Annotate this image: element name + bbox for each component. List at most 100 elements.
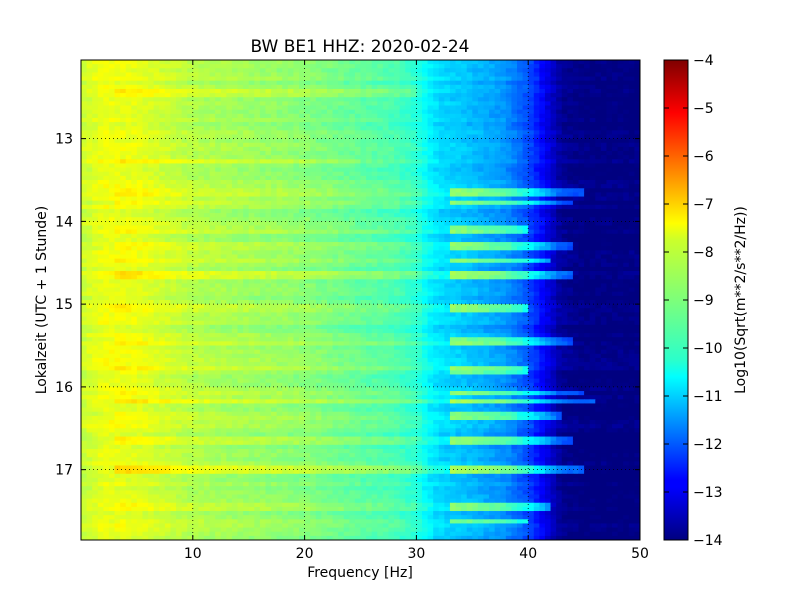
heatmap-cell bbox=[595, 196, 602, 202]
heatmap-cell bbox=[427, 113, 434, 119]
heatmap-cell bbox=[265, 213, 272, 218]
heatmap-cell bbox=[489, 76, 496, 82]
heatmap-cell bbox=[237, 175, 244, 181]
heatmap-cell bbox=[321, 213, 328, 218]
heatmap-cell bbox=[517, 76, 524, 82]
heatmap-cell bbox=[287, 146, 295, 152]
heatmap-cell bbox=[310, 167, 317, 173]
heatmap-cell bbox=[628, 200, 636, 206]
heatmap-cell bbox=[354, 101, 362, 107]
heatmap-cell bbox=[86, 225, 93, 231]
heatmap-cell bbox=[131, 196, 138, 202]
heatmap-cell bbox=[595, 229, 602, 235]
heatmap-cell bbox=[494, 221, 501, 227]
heatmap-cell bbox=[97, 68, 104, 74]
heatmap-cell bbox=[533, 109, 540, 115]
heatmap-cell bbox=[444, 80, 451, 86]
heatmap-cell bbox=[550, 60, 557, 65]
heatmap-cell bbox=[410, 146, 417, 152]
heatmap-cell bbox=[120, 184, 127, 189]
heatmap-cell bbox=[125, 208, 132, 214]
heatmap-cell bbox=[114, 171, 121, 177]
heatmap-cell bbox=[600, 229, 608, 235]
heatmap-cell bbox=[366, 151, 373, 156]
heatmap-cell bbox=[606, 180, 613, 185]
heatmap-cell bbox=[561, 88, 568, 94]
heatmap-cell bbox=[220, 142, 227, 148]
heatmap-cell bbox=[550, 262, 557, 268]
heatmap-cell bbox=[215, 217, 222, 222]
heatmap-cell bbox=[461, 126, 468, 131]
heatmap-cell bbox=[461, 88, 468, 94]
heatmap-cell bbox=[550, 167, 557, 173]
heatmap-cell bbox=[343, 159, 350, 165]
heatmap-cell bbox=[606, 122, 613, 127]
heatmap-cell bbox=[259, 204, 267, 210]
heatmap-cell bbox=[477, 171, 485, 177]
heatmap-cell bbox=[131, 163, 138, 169]
heatmap-cell bbox=[265, 84, 272, 90]
heatmap-cell bbox=[550, 68, 557, 74]
heatmap-cell bbox=[148, 151, 155, 156]
heatmap-cell bbox=[388, 192, 395, 198]
heatmap-cell bbox=[97, 250, 104, 256]
heatmap-cell bbox=[86, 221, 93, 227]
heatmap-cell bbox=[148, 76, 155, 82]
heatmap-cell bbox=[416, 97, 423, 102]
heatmap-cell bbox=[293, 184, 300, 189]
heatmap-cell bbox=[125, 117, 132, 123]
heatmap-cell bbox=[500, 97, 507, 102]
heatmap-cell bbox=[455, 221, 462, 227]
heatmap-cell bbox=[466, 159, 473, 165]
heatmap-cell bbox=[81, 122, 88, 127]
heatmap-cell bbox=[589, 72, 596, 78]
heatmap-cell bbox=[517, 258, 524, 264]
heatmap-cell bbox=[125, 76, 132, 82]
heatmap-cell bbox=[231, 117, 239, 123]
heatmap-cell bbox=[572, 155, 580, 160]
heatmap-cell bbox=[472, 101, 479, 107]
heatmap-cell bbox=[561, 208, 568, 214]
heatmap-cell bbox=[265, 134, 272, 140]
heatmap-cell bbox=[97, 258, 104, 264]
heatmap-cell bbox=[136, 126, 144, 131]
heatmap-cell bbox=[634, 146, 640, 152]
heatmap-cell bbox=[209, 64, 216, 69]
heatmap-cell bbox=[634, 188, 640, 194]
heatmap-cell bbox=[287, 167, 295, 173]
heatmap-cell bbox=[103, 68, 110, 74]
heatmap-cell bbox=[433, 109, 440, 115]
heatmap-cell bbox=[142, 221, 149, 227]
heatmap-cell bbox=[544, 117, 552, 123]
heatmap-cell bbox=[114, 246, 121, 251]
heatmap-cell bbox=[455, 151, 462, 156]
heatmap-cell bbox=[159, 138, 166, 144]
heatmap-cell bbox=[561, 254, 568, 260]
heatmap-cell bbox=[528, 76, 535, 82]
heatmap-cell bbox=[349, 246, 356, 251]
heatmap-cell bbox=[164, 175, 172, 181]
heatmap-cell bbox=[578, 142, 585, 148]
heatmap-cell bbox=[410, 225, 417, 231]
heatmap-cell bbox=[461, 113, 468, 119]
heatmap-cell bbox=[354, 84, 362, 90]
heatmap-cell bbox=[382, 175, 390, 181]
heatmap-cell bbox=[215, 146, 222, 152]
heatmap-cell bbox=[81, 246, 88, 251]
heatmap-cell bbox=[533, 225, 540, 231]
heatmap-cell bbox=[310, 117, 317, 123]
heatmap-cell bbox=[198, 175, 205, 181]
heatmap-cell bbox=[125, 60, 132, 65]
heatmap-cell bbox=[326, 221, 334, 227]
heatmap-cell bbox=[477, 60, 485, 65]
heatmap-cell bbox=[572, 84, 580, 90]
heatmap-cell bbox=[634, 250, 640, 256]
heatmap-cell bbox=[349, 101, 356, 107]
heatmap-cell bbox=[449, 159, 457, 165]
heatmap-cell bbox=[215, 213, 222, 218]
heatmap-cell bbox=[248, 163, 255, 169]
heatmap-cell bbox=[433, 229, 440, 235]
heatmap-cell bbox=[572, 113, 580, 119]
heatmap-cell bbox=[338, 208, 345, 214]
heatmap-cell bbox=[259, 217, 267, 222]
